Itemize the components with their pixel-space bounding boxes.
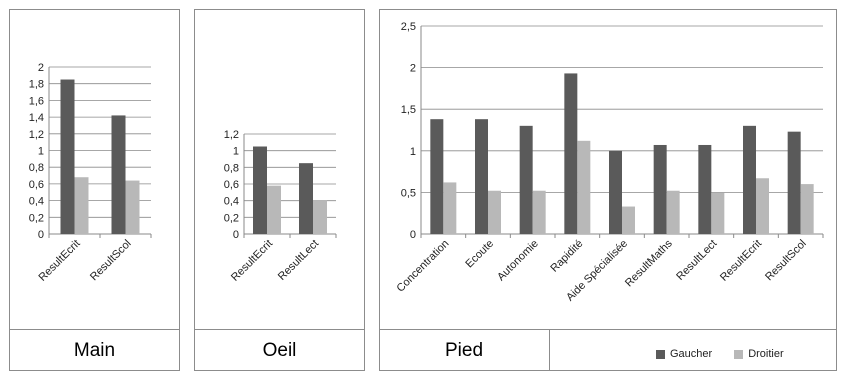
caption-main: Main bbox=[73, 340, 116, 361]
oeil-category-label: ResultEcrit bbox=[229, 238, 275, 284]
pied-category-label: ResultScol bbox=[763, 238, 809, 284]
oeil-ytick-label: 0,8 bbox=[224, 162, 239, 174]
legend-swatch-droitier bbox=[734, 349, 744, 359]
pied-bar-gaucher bbox=[609, 150, 622, 234]
pied-bar-gaucher bbox=[430, 119, 444, 234]
pied-bar-droitier bbox=[622, 206, 635, 234]
main-ytick-label: 1,2 bbox=[29, 129, 44, 141]
main-ytick-label: 0,6 bbox=[29, 179, 44, 191]
main-bar-droitier bbox=[74, 177, 89, 234]
oeil-ytick-label: 0,2 bbox=[224, 212, 239, 224]
pied-bar-gaucher bbox=[564, 73, 578, 234]
legend: Gaucher Droitier bbox=[656, 348, 806, 360]
main-ytick-label: 2 bbox=[38, 62, 44, 74]
caption-divider-pied bbox=[379, 329, 837, 330]
main-bar-gaucher bbox=[60, 79, 75, 235]
pied-category-label: ResultEcrit bbox=[718, 238, 764, 284]
main-ytick-label: 1,6 bbox=[29, 95, 44, 107]
pied-category-label: Ecoute bbox=[463, 238, 496, 271]
main-ytick-label: 1,4 bbox=[29, 112, 44, 124]
pied-bar-droitier bbox=[532, 190, 546, 234]
pied-bar-droitier bbox=[711, 192, 725, 234]
oeil-bar-gaucher bbox=[299, 163, 313, 234]
oeil-ytick-label: 0,6 bbox=[224, 179, 239, 191]
pied-bar-gaucher bbox=[698, 144, 712, 234]
oeil-bar-droitier bbox=[267, 185, 281, 234]
oeil-ytick-label: 0,4 bbox=[224, 196, 239, 208]
pied-bar-droitier bbox=[666, 190, 680, 234]
oeil-bar-droitier bbox=[313, 200, 327, 234]
main-bar-gaucher bbox=[111, 115, 126, 234]
pied-bar-droitier bbox=[756, 178, 769, 234]
pied-ytick-label: 1 bbox=[410, 146, 416, 158]
oeil-ytick-label: 1,2 bbox=[224, 129, 239, 141]
pied-ytick-label: 0 bbox=[410, 229, 416, 241]
pied-ytick-label: 2,5 bbox=[401, 21, 416, 33]
chart-oeil: 0 0,2 0,4 0,6 0,8 1 1,2 ResultEcrit ResultLect bbox=[224, 129, 337, 284]
pied-bar-droitier bbox=[443, 182, 457, 234]
main-ytick-label: 1,8 bbox=[29, 79, 44, 91]
main-category-label: ResultScol bbox=[88, 238, 134, 284]
pied-ytick-label: 2 bbox=[410, 63, 416, 75]
chart-main: 0 0,2 0,4 0,6 0,8 1 1,2 1,4 1,6 1,8 2 ResultEcrit Re… bbox=[29, 62, 152, 284]
oeil-ytick-label: 0 bbox=[233, 229, 239, 241]
main-ytick-label: 1 bbox=[38, 146, 44, 158]
legend-label-gaucher: Gaucher bbox=[670, 348, 713, 360]
pied-category-label: ResultLect bbox=[674, 238, 719, 283]
legend-divider bbox=[549, 329, 550, 371]
legend-label-droitier: Droitier bbox=[748, 348, 784, 360]
caption-pied: Pied bbox=[444, 340, 484, 361]
pied-category-label: ResultMaths bbox=[623, 237, 675, 289]
pied-ytick-label: 1,5 bbox=[401, 104, 416, 116]
pied-bar-gaucher bbox=[743, 125, 756, 234]
pied-bar-gaucher bbox=[787, 131, 801, 234]
pied-bar-gaucher bbox=[653, 144, 667, 234]
pied-bar-gaucher bbox=[475, 119, 488, 234]
main-ytick-label: 0,2 bbox=[29, 212, 44, 224]
legend-item-gaucher: Gaucher bbox=[656, 348, 712, 360]
oeil-bar-gaucher bbox=[253, 146, 267, 234]
pied-category-label: Concentration bbox=[395, 238, 452, 295]
panel-main bbox=[9, 9, 180, 371]
main-ytick-label: 0,4 bbox=[29, 196, 44, 208]
pied-bar-droitier bbox=[577, 140, 591, 234]
oeil-ytick-label: 1 bbox=[233, 146, 239, 158]
pied-category-label: Autonomie bbox=[495, 238, 541, 284]
chart-pied: 0 0,5 1 1,5 2 2,5 Concentration EcouteAutonomie… bbox=[395, 21, 824, 304]
main-category-label: ResultEcrit bbox=[37, 238, 83, 284]
caption-oeil: Oeil bbox=[262, 340, 297, 361]
pied-bar-droitier bbox=[800, 184, 814, 234]
main-bar-droitier bbox=[125, 180, 140, 234]
pied-ytick-label: 0,5 bbox=[401, 187, 416, 199]
pied-bar-gaucher bbox=[519, 125, 533, 234]
caption-divider-main bbox=[9, 329, 180, 330]
main-ytick-label: 0 bbox=[38, 229, 44, 241]
pied-category-label: Rapidité bbox=[548, 238, 585, 275]
oeil-category-label: ResultLect bbox=[276, 238, 321, 283]
legend-item-droitier: Droitier bbox=[734, 348, 784, 360]
legend-swatch-gaucher bbox=[656, 349, 665, 359]
caption-divider-oeil bbox=[194, 329, 365, 330]
pied-bar-droitier bbox=[488, 190, 501, 234]
main-ytick-label: 0,8 bbox=[29, 162, 44, 174]
